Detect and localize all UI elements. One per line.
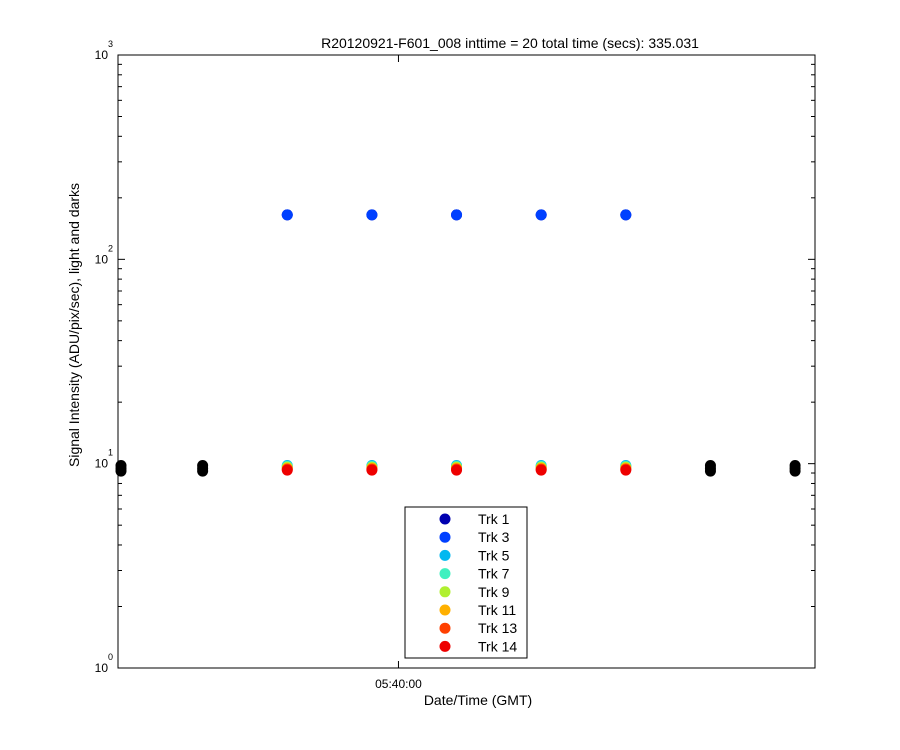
y-tick-label-base: 10 (95, 661, 109, 675)
y-tick-label-base: 10 (95, 457, 109, 471)
y-axis-label: Signal Intensity (ADU/pix/sec), light an… (66, 183, 82, 467)
legend-marker (439, 531, 451, 543)
y-tick-label-exponent: 2 (108, 243, 113, 253)
track-point (535, 464, 547, 476)
y-tick-label-base: 10 (95, 252, 109, 266)
track-point (366, 209, 378, 221)
legend-label: Trk 14 (478, 638, 517, 654)
track-point (535, 209, 547, 221)
legend-label: Trk 9 (478, 584, 510, 600)
track-point (451, 464, 463, 476)
y-tick-label-exponent: 0 (108, 652, 113, 662)
track-point (366, 464, 378, 476)
legend-marker (439, 586, 451, 598)
track-point (620, 464, 632, 476)
dark-point (115, 459, 127, 471)
track-point (620, 209, 632, 221)
track-point (281, 209, 293, 221)
legend-label: Trk 1 (478, 511, 510, 527)
legend-marker (439, 640, 451, 652)
legend-label: Trk 13 (478, 620, 517, 636)
legend-marker (439, 622, 451, 634)
legend-marker (439, 549, 451, 561)
dark-point (789, 459, 801, 471)
legend-label: Trk 3 (478, 529, 510, 545)
x-tick-label: 05:40:00 (375, 677, 422, 691)
legend-label: Trk 5 (478, 547, 510, 563)
legend-marker (439, 513, 451, 525)
y-tick-label-base: 10 (95, 48, 109, 62)
x-axis-label: Date/Time (GMT) (424, 692, 532, 708)
dark-point (704, 459, 716, 471)
dark-point (197, 459, 209, 471)
legend-label: Trk 11 (478, 602, 516, 618)
legend-marker (439, 604, 451, 616)
chart-title: R20120921-F601_008 inttime = 20 total ti… (321, 35, 699, 51)
track-point (451, 209, 463, 221)
legend-box (404, 506, 528, 659)
track-point (281, 464, 293, 476)
data-points (115, 209, 801, 477)
legend-marker (439, 568, 451, 580)
legend: Trk 1 Trk 3 Trk 5 Trk 7 Trk 9 Trk 11 Trk 13 Trk… (404, 506, 528, 659)
axis-ticks (118, 54, 815, 669)
y-tick-label-exponent: 3 (108, 39, 113, 49)
y-tick-label-exponent: 1 (108, 448, 113, 458)
legend-label: Trk 7 (478, 566, 510, 582)
